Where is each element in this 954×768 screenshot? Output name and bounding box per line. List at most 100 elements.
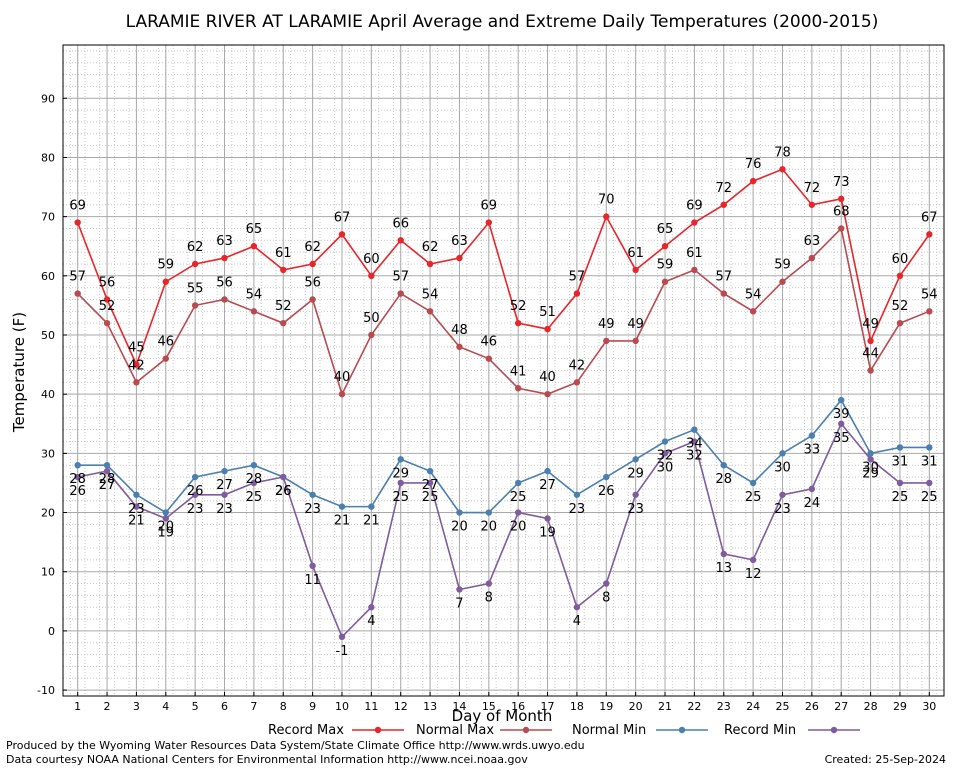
- record-max-point: [544, 325, 551, 333]
- normal-min-point: [808, 432, 816, 439]
- normal-min-point: [368, 503, 375, 510]
- normal-min-data-label: 21: [363, 514, 380, 529]
- record-max-point: [456, 254, 463, 262]
- normal-max-point: [368, 331, 375, 339]
- plot-frame: [62, 44, 945, 697]
- x-tick-label: 28: [864, 700, 878, 713]
- normal-min-data-label: 28: [99, 472, 116, 487]
- x-tick-label: 17: [541, 700, 555, 713]
- record-max-point: [896, 272, 904, 280]
- record-min-data-label: 26: [69, 484, 86, 499]
- normal-max-data-label: 49: [598, 317, 615, 332]
- record-min-data-label: 25: [392, 490, 409, 505]
- chart-title: LARAMIE RIVER AT LARAMIE April Average a…: [126, 12, 879, 32]
- record-min-point: [368, 604, 375, 611]
- normal-min-data-label: 28: [246, 472, 263, 487]
- record-min-data-label: 23: [627, 502, 644, 517]
- record-max-point: [162, 278, 169, 285]
- record-max-point: [74, 219, 81, 226]
- normal-max-data-label: 55: [187, 281, 204, 296]
- legend: Record Max Normal Max Normal Min Record Min: [268, 723, 860, 738]
- normal-min-data-label: 27: [539, 478, 556, 493]
- normal-min-data-label: 31: [921, 454, 938, 469]
- normal-min-point: [426, 467, 434, 475]
- x-tick-label: 6: [221, 700, 228, 713]
- record-min-point: [808, 485, 816, 493]
- record-min-data-label: 30: [657, 460, 674, 475]
- record-max-data-label: 60: [892, 252, 909, 267]
- record-max-point: [720, 201, 727, 208]
- record-min-data-label: 35: [833, 431, 850, 446]
- record-min-point: [926, 479, 933, 487]
- legend-marker-record-max: [374, 726, 382, 734]
- legend-label-normal-min: Normal Min: [572, 723, 646, 738]
- normal-max-data-label: 68: [833, 204, 850, 219]
- plot-background: [63, 45, 944, 696]
- x-tick-label: 5: [192, 700, 199, 713]
- normal-max-data-label: 52: [892, 299, 909, 314]
- normal-max-point: [280, 319, 287, 327]
- record-max-data-label: 69: [69, 199, 86, 214]
- record-min-data-label: 25: [921, 490, 938, 505]
- record-max-data-label: 57: [569, 270, 586, 285]
- record-max-data-label: 65: [657, 222, 674, 237]
- x-tick-label: 15: [482, 700, 496, 713]
- record-min-data-label: 21: [128, 514, 145, 529]
- normal-max-point: [103, 319, 111, 327]
- record-min-point: [309, 562, 316, 569]
- normal-max-data-label: 54: [745, 287, 762, 302]
- record-max-point: [838, 195, 845, 203]
- normal-min-point: [544, 467, 551, 475]
- x-tick-label: 7: [250, 700, 257, 713]
- record-max-data-label: 65: [246, 222, 263, 237]
- normal-min-data-label: 31: [892, 454, 909, 469]
- record-max-data-label: 63: [451, 234, 468, 249]
- normal-min-point: [103, 461, 111, 469]
- normal-min-point: [632, 456, 639, 463]
- normal-min-point: [74, 461, 81, 469]
- normal-min-line: [77, 398, 930, 514]
- normal-min-point: [250, 461, 258, 469]
- x-tick-label: 26: [805, 700, 819, 713]
- normal-min-point: [573, 491, 581, 498]
- normal-min-data-label: 29: [392, 466, 409, 481]
- record-min-point: [74, 473, 81, 481]
- record-max-data-label: 69: [686, 199, 703, 214]
- normal-max-data-label: 40: [334, 370, 351, 385]
- y-tick-label: 50: [41, 329, 55, 342]
- normal-max-data-label: 56: [216, 275, 233, 290]
- record-min-data-label: 20: [510, 520, 527, 535]
- normal-max-data-label: 57: [392, 270, 409, 285]
- normal-max-data-label: 52: [99, 299, 116, 314]
- normal-min-point: [309, 491, 316, 498]
- x-tick-label: 10: [335, 700, 349, 713]
- record-max-point: [603, 213, 610, 220]
- record-min-data-label: 25: [892, 490, 909, 505]
- normal-max-data-label: 40: [539, 370, 556, 385]
- normal-min-data-label: 30: [862, 460, 879, 475]
- record-min-data-label: 12: [745, 567, 762, 582]
- record-max-point: [779, 166, 786, 173]
- x-tick-label: 13: [423, 700, 437, 713]
- normal-min-point: [397, 456, 404, 463]
- record-max-point: [691, 219, 698, 226]
- normal-max-point: [397, 290, 404, 297]
- x-tick-label: 2: [104, 700, 111, 713]
- x-tick-label: 21: [658, 700, 672, 713]
- record-max-point: [221, 254, 228, 262]
- record-min-point: [749, 556, 757, 564]
- record-max-point: [426, 260, 434, 268]
- record-max-data-label: 67: [334, 210, 351, 225]
- record-min-data-label: -1: [335, 644, 348, 659]
- x-tick-label: 1: [74, 700, 81, 713]
- normal-max-data-label: 56: [304, 275, 321, 290]
- record-max-point: [749, 177, 757, 185]
- normal-max-point: [191, 302, 199, 309]
- record-max-data-label: 67: [921, 210, 938, 225]
- normal-max-point: [162, 355, 169, 362]
- record-max-point: [867, 337, 874, 345]
- record-min-data-label: 8: [602, 591, 610, 606]
- normal-max-point: [779, 278, 786, 285]
- normal-min-point: [867, 450, 874, 457]
- record-min-data-label: 23: [187, 502, 204, 517]
